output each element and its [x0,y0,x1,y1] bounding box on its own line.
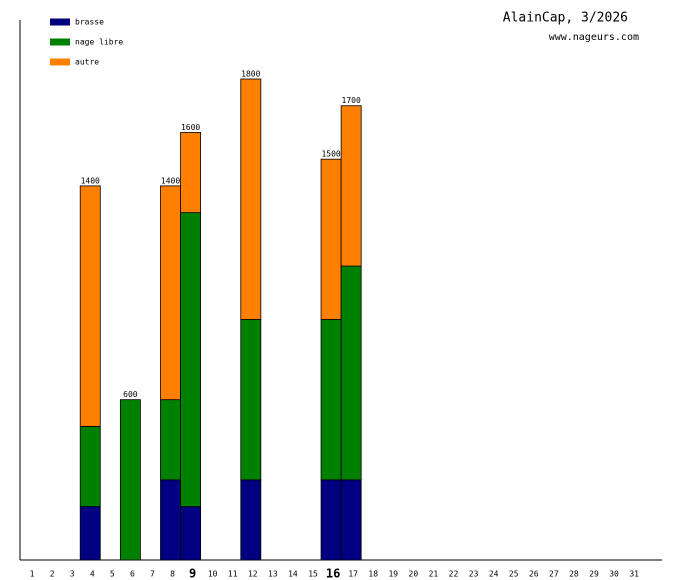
bar-segment [340,479,362,561]
x-tick-label: 28 [569,570,579,579]
bar-segment [79,425,101,507]
total-label: 600 [123,390,138,399]
legend-label: nage libre [75,38,123,47]
legend-swatch [50,38,70,46]
total-label: 1500 [321,150,340,159]
x-tick-label: 31 [629,570,639,579]
x-tick-label: 11 [228,570,238,579]
x-tick-label: 7 [150,570,155,579]
chart-subtitle: www.nageurs.com [549,32,639,43]
chart-title: AlainCap, 3/2026 [503,11,628,26]
bar-segment [320,479,342,561]
bar-segment [180,506,202,561]
bar-segment [160,399,181,481]
x-tick-label: 1 [30,570,35,579]
bar-segment [240,479,262,561]
x-tick-label: 14 [288,570,298,579]
x-tick-label: 29 [589,570,599,579]
x-tick-label: 4 [90,570,95,579]
x-tick-label: 9 [189,567,196,580]
x-tick-label: 2 [50,570,55,579]
x-tick-label: 13 [268,570,278,579]
bar-segment [240,319,262,481]
x-tick-label: 10 [208,570,218,579]
bar-segment [340,265,362,481]
legend-label: brasse [75,18,104,27]
bar-segment [180,212,202,507]
total-label: 1600 [181,123,200,132]
x-tick-label: 27 [549,570,559,579]
x-tick-label: 20 [409,570,419,579]
x-tick-label: 3 [70,570,75,579]
x-tick-label: 8 [170,570,175,579]
legend-swatch [50,18,70,26]
x-tick-label: 5 [110,570,115,579]
bar-segment [320,158,342,320]
x-tick-label: 6 [130,570,135,579]
bar-segment [79,506,101,561]
bar-segment [340,105,362,267]
bar-segment [160,479,181,561]
x-tick-label: 15 [308,570,318,579]
x-tick-label: 18 [368,570,378,579]
x-tick-label: 25 [509,570,519,579]
x-tick-label: 23 [469,570,479,579]
bar-segment [119,399,141,561]
bar-segment [79,185,101,427]
x-tick-label: 17 [348,570,358,579]
x-tick-label: 24 [489,570,499,579]
bar-segment [320,319,342,481]
x-tick-label: 26 [529,570,539,579]
x-tick-label: 22 [449,570,459,579]
x-tick-label: 21 [429,570,439,579]
x-tick-label: 12 [248,570,258,579]
x-tick-label: 16 [326,567,340,580]
bar-segment [180,132,202,214]
bar-segment [160,185,181,401]
x-tick-label: 19 [388,570,398,579]
legend-swatch [50,58,70,66]
total-label: 1700 [342,96,361,105]
total-label: 1800 [241,70,260,79]
bar-segment [240,78,262,320]
x-tick-label: 30 [609,570,619,579]
total-label: 1400 [161,176,180,185]
total-label: 1400 [81,176,100,185]
legend-label: autre [75,58,99,67]
